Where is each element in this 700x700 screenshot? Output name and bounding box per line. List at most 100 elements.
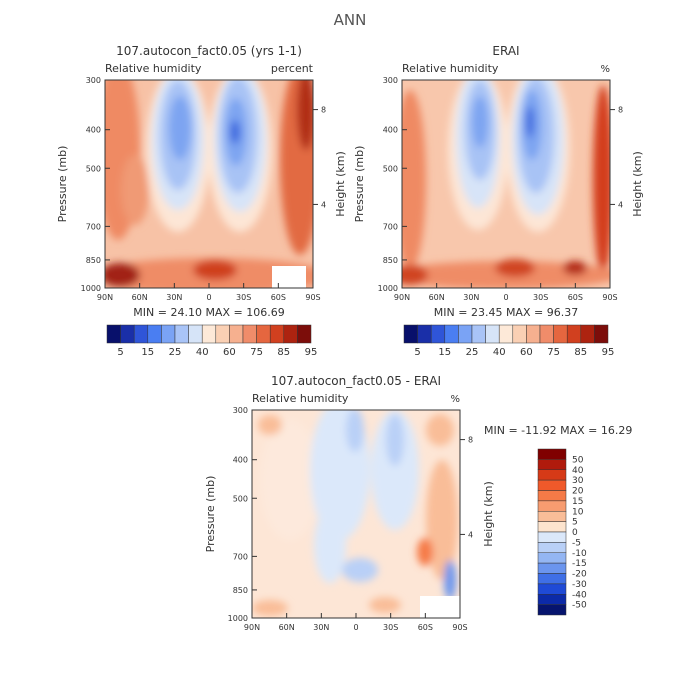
contour-field	[105, 80, 313, 288]
colorbar-swatch	[537, 521, 567, 533]
x-tick-label: 30N	[463, 293, 479, 302]
y-tick-label: 500	[383, 164, 398, 173]
variable-label: Relative humidity	[105, 62, 202, 75]
x-tick-label: 90S	[305, 293, 320, 302]
colorbar-swatch	[269, 324, 285, 344]
variable-label: Relative humidity	[402, 62, 499, 75]
colorbar-swatch	[147, 324, 162, 344]
x-tick-label: 30N	[166, 293, 182, 302]
x-tick-label: 0	[206, 293, 211, 302]
colorbar-swatch	[444, 324, 459, 344]
colorbar-swatch	[458, 324, 473, 344]
colorbar-label: 15	[438, 347, 451, 358]
colorbar-swatch	[120, 324, 135, 344]
colorbar-swatch	[471, 324, 486, 344]
colorbar-swatch	[537, 542, 567, 553]
x-tick-label: 60N	[279, 623, 295, 632]
y-axis-label: Pressure (mb)	[56, 146, 69, 223]
colorbar-swatch	[417, 324, 432, 344]
y-tick-label: 1000	[81, 284, 101, 293]
stats-label: MIN = 23.45 MAX = 96.37	[434, 306, 578, 319]
colorbar-label: -50	[572, 601, 587, 611]
panel-title: 107.autocon_fact0.05 (yrs 1-1)	[116, 44, 302, 58]
colorbar-label: 5	[572, 518, 578, 528]
x-tick-label: 60N	[132, 293, 148, 302]
y-tick-label: 300	[233, 406, 248, 415]
y-tick-label: 850	[383, 256, 398, 265]
panel-model: 107.autocon_fact0.05 (yrs 1-1) Relative …	[56, 44, 347, 358]
x-tick-label: 60N	[429, 293, 445, 302]
colorbar-swatch	[188, 324, 203, 344]
y-tick-label: 300	[383, 76, 398, 85]
x-tick-label: 90N	[244, 623, 260, 632]
panel-title: ERAI	[492, 44, 519, 58]
stats-label: MIN = -11.92 MAX = 16.29	[484, 424, 632, 437]
colorbar-swatch	[537, 573, 567, 585]
colorbar-swatch	[498, 324, 514, 344]
colorbar-label: 40	[493, 347, 506, 358]
units-label: percent	[271, 62, 314, 75]
colorbar-swatch	[537, 490, 567, 502]
y-axis-right-label: Height (km)	[334, 151, 347, 217]
colorbar-label: 85	[574, 347, 587, 358]
colorbar-swatch	[537, 511, 567, 522]
colorbar-swatch	[537, 479, 567, 491]
colorbar-label: 60	[520, 347, 533, 358]
colorbar-swatch	[403, 324, 418, 344]
colorbar-label: 25	[466, 347, 479, 358]
colorbar-label: -30	[572, 580, 587, 590]
colorbar-swatch	[161, 324, 176, 344]
colorbar-label: 40	[196, 347, 209, 358]
colorbar-label: -10	[572, 549, 587, 559]
colorbar-label: 50	[572, 455, 584, 465]
colorbar-swatch	[580, 324, 595, 344]
colorbar-label: 75	[250, 347, 263, 358]
colorbar-swatch	[201, 324, 217, 344]
colorbar-swatch	[594, 324, 609, 344]
y-tick-label: 700	[86, 222, 101, 231]
colorbar-swatch	[537, 459, 567, 470]
colorbar-swatch	[430, 324, 446, 344]
colorbar-swatch	[537, 552, 567, 564]
colorbar-label: 5	[117, 347, 123, 358]
height-tick-label: 8	[321, 106, 326, 115]
colorbar-swatch	[229, 324, 244, 344]
y-tick-label: 400	[86, 126, 101, 135]
y-tick-label: 400	[383, 126, 398, 135]
contour-field	[252, 410, 460, 618]
y-tick-label: 500	[86, 164, 101, 173]
y-tick-label: 500	[233, 494, 248, 503]
colorbar-rh-erai: 5 15 25 40 60 75 85 95	[403, 324, 614, 358]
y-axis-right-label: Height (km)	[631, 151, 644, 217]
y-tick-label: 700	[233, 552, 248, 561]
y-tick-label: 850	[233, 586, 248, 595]
colorbar-label: -20	[572, 570, 587, 580]
y-axis-label: Pressure (mb)	[204, 476, 217, 553]
figure-title: ANN	[334, 11, 367, 29]
x-tick-label: 90N	[97, 293, 113, 302]
colorbar-label: 25	[169, 347, 182, 358]
colorbar-swatch	[537, 594, 567, 605]
colorbar-swatch	[174, 324, 189, 344]
colorbar-swatch	[537, 500, 567, 512]
colorbar-swatch	[283, 324, 298, 344]
x-tick-label: 30N	[313, 623, 329, 632]
colorbar-swatch	[537, 562, 567, 574]
x-tick-label: 30S	[533, 293, 548, 302]
contour-field	[402, 80, 610, 288]
height-tick-label: 4	[321, 200, 326, 209]
colorbar-swatch	[215, 324, 230, 344]
x-tick-label: 0	[503, 293, 508, 302]
colorbar-swatch	[566, 324, 582, 344]
x-tick-label: 60S	[568, 293, 583, 302]
y-tick-label: 400	[233, 456, 248, 465]
colorbar-swatch	[537, 469, 567, 481]
x-tick-label: 0	[353, 623, 358, 632]
colorbar-swatch	[537, 604, 567, 616]
colorbar-label: 95	[305, 347, 318, 358]
colorbar-swatch	[106, 324, 121, 344]
colorbar-swatch	[297, 324, 312, 344]
y-tick-label: 700	[383, 222, 398, 231]
x-tick-label: 30S	[236, 293, 251, 302]
